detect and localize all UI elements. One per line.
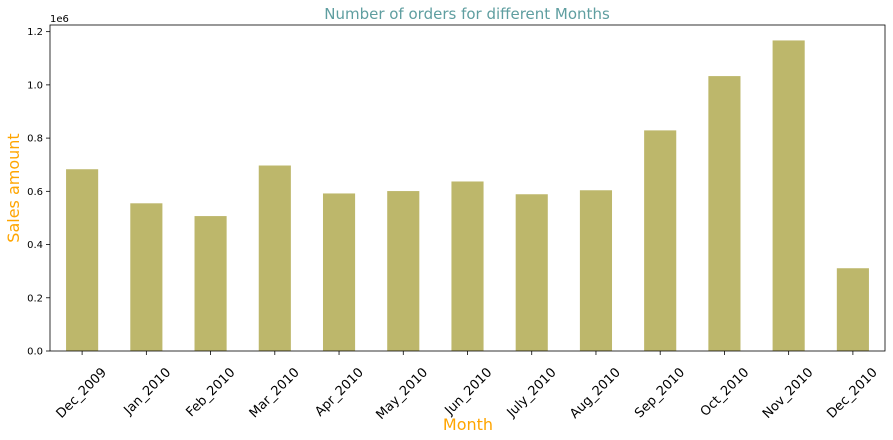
x-tick-label: Mar_2010 bbox=[247, 365, 303, 421]
bar-july-2010 bbox=[515, 194, 548, 351]
x-tick-label: Feb_2010 bbox=[184, 365, 239, 420]
bar-may-2010 bbox=[387, 191, 420, 351]
x-tick-label: Apr_2010 bbox=[312, 365, 367, 420]
x-tick-label: May_2010 bbox=[373, 365, 431, 423]
y-axis-label: Sales amount bbox=[4, 133, 23, 242]
bar-dec-2010 bbox=[836, 268, 869, 351]
bar-jun-2010 bbox=[451, 181, 484, 351]
plot-frame bbox=[49, 24, 886, 352]
y-tick-label: 1.2 bbox=[27, 27, 43, 38]
y-tick-label: 0.0 bbox=[27, 347, 43, 358]
chart-title: Number of orders for different Months bbox=[324, 5, 610, 23]
x-tick-label: Jun_2010 bbox=[442, 365, 496, 419]
bar-sep-2010 bbox=[644, 130, 677, 351]
y-tick-label: 1.0 bbox=[27, 80, 43, 91]
x-tick-label: Aug_2010 bbox=[567, 365, 624, 422]
x-tick-label: Jan_2010 bbox=[121, 365, 174, 418]
x-tick-label: Sep_2010 bbox=[632, 365, 688, 421]
x-tick-label: Dec_2010 bbox=[824, 365, 880, 421]
y-tick-label: 0.8 bbox=[27, 134, 43, 145]
y-tick-label: 0.2 bbox=[27, 293, 43, 304]
bar-feb-2010 bbox=[194, 216, 227, 351]
bar-jan-2010 bbox=[130, 203, 163, 351]
x-tick-label: Nov_2010 bbox=[760, 365, 817, 422]
x-tick-label: July_2010 bbox=[504, 365, 560, 421]
x-axis-label: Month bbox=[443, 415, 493, 434]
bar-aug-2010 bbox=[579, 190, 613, 351]
y-tick-label: 0.4 bbox=[27, 240, 43, 251]
bar-nov-2010 bbox=[772, 40, 805, 352]
x-tick-label: Dec_2009 bbox=[54, 365, 110, 421]
bar-dec-2009 bbox=[66, 169, 99, 351]
bar-apr-2010 bbox=[322, 193, 356, 351]
x-tick-label: Oct_2010 bbox=[698, 365, 752, 419]
y-tick-label: 0.6 bbox=[27, 187, 43, 198]
y-offset-label: 1e6 bbox=[50, 14, 69, 25]
bar-mar-2010 bbox=[258, 165, 291, 351]
bar-oct-2010 bbox=[708, 76, 741, 351]
